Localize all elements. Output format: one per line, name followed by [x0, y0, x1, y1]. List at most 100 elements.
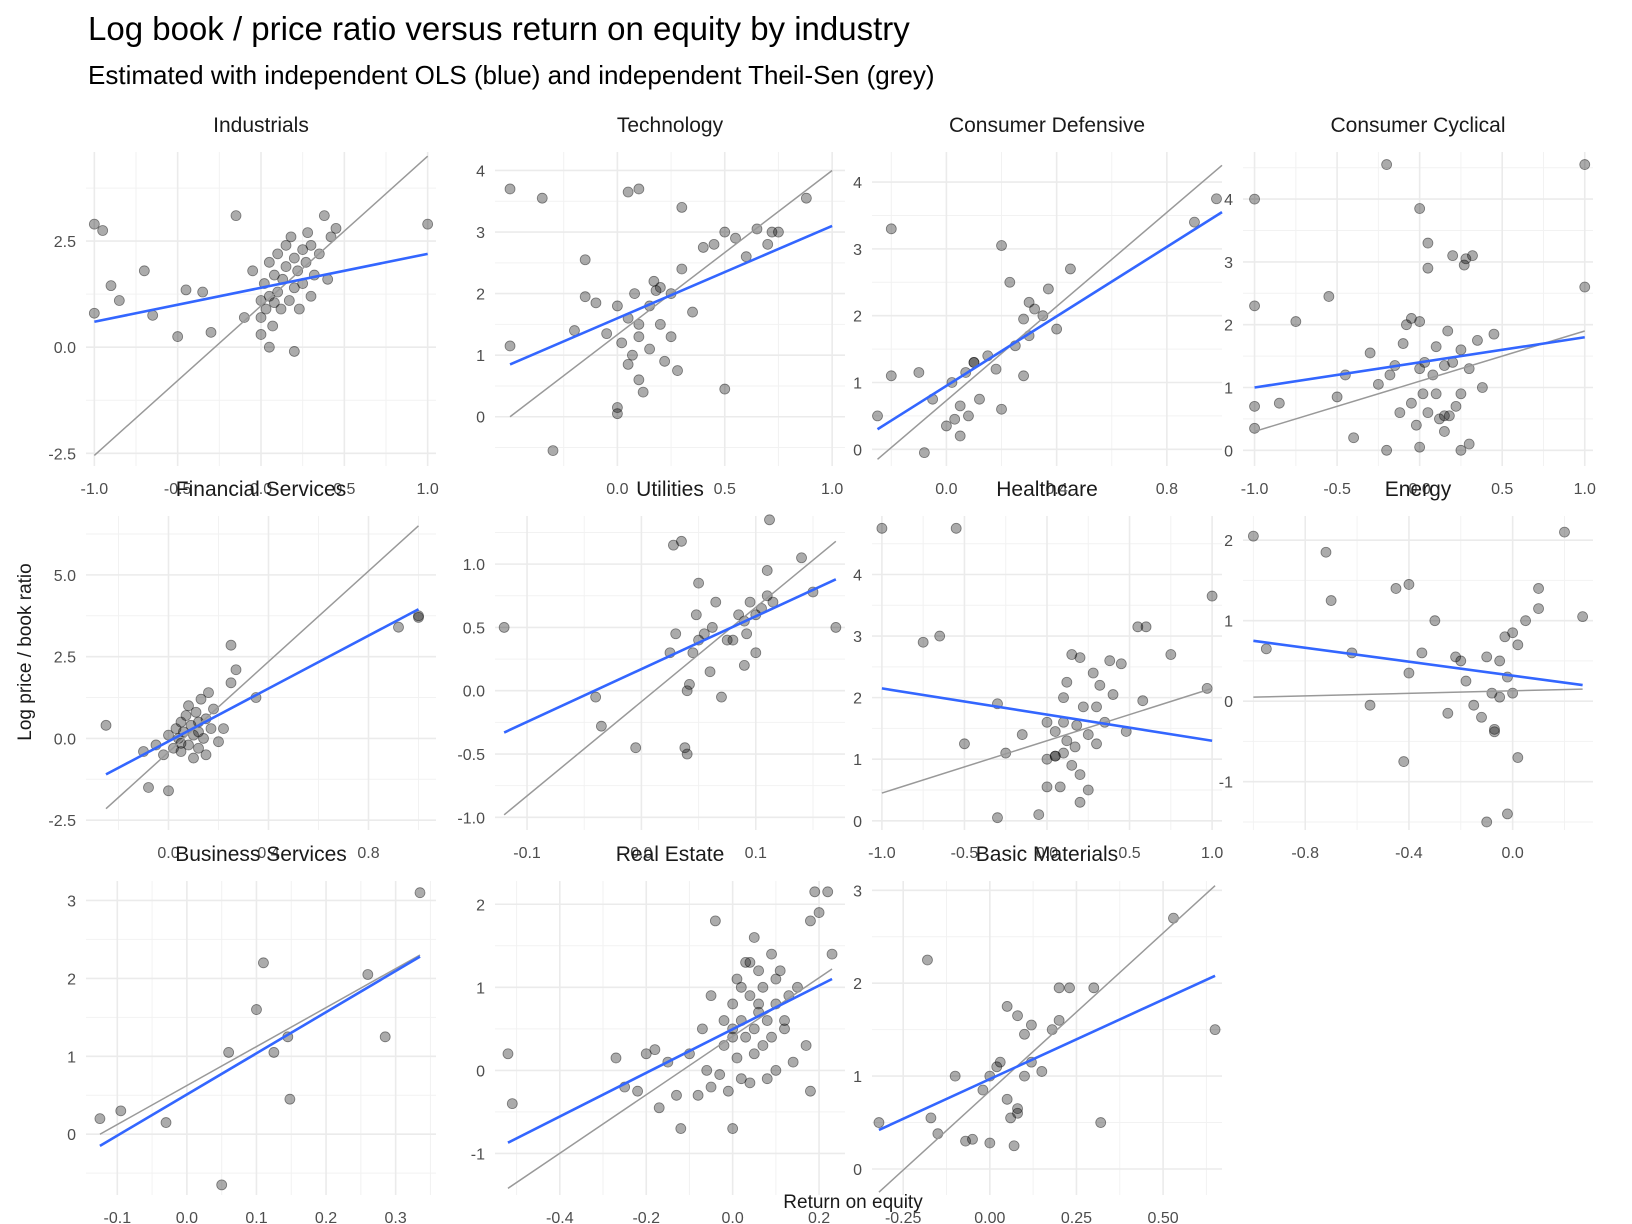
data-point: [727, 998, 739, 1010]
data-point: [1463, 438, 1475, 450]
data-point: [705, 1081, 717, 1093]
x-tick-label: 0.0: [606, 481, 628, 498]
x-tick-label: 0.0: [157, 845, 179, 862]
data-point: [640, 1048, 652, 1060]
x-tick-label: -0.1: [513, 845, 541, 862]
data-point: [393, 621, 404, 633]
data-point: [297, 244, 309, 255]
x-tick-label: 0.5: [714, 481, 736, 498]
data-point: [679, 742, 691, 754]
theil-sen-line: [878, 885, 1216, 1193]
theil-sen-line: [105, 525, 420, 810]
data-point: [681, 685, 693, 697]
y-tick-label: 0: [853, 442, 862, 459]
panel-title: Financial Services: [176, 478, 346, 501]
data-point: [630, 742, 642, 754]
data-point: [263, 256, 275, 268]
data-point: [595, 720, 607, 732]
data-point: [687, 306, 698, 318]
data-point: [225, 639, 237, 651]
data-point: [714, 1069, 726, 1080]
data-point: [1206, 590, 1218, 602]
x-tick-label: 0.0: [250, 481, 272, 498]
data-point: [1372, 378, 1384, 390]
data-point: [1455, 388, 1467, 400]
data-point: [830, 622, 842, 633]
data-point: [744, 1077, 756, 1089]
data-point: [1137, 695, 1149, 707]
data-point: [611, 300, 623, 312]
data-point: [1018, 313, 1029, 325]
data-point: [735, 1073, 747, 1085]
x-tick-label: 0.0: [176, 1210, 198, 1224]
data-point: [267, 320, 279, 332]
data-point: [1041, 716, 1053, 728]
data-point: [1091, 738, 1102, 750]
data-point: [1019, 1070, 1030, 1082]
data-point: [268, 269, 280, 281]
data-point: [654, 282, 666, 293]
y-tick-label: 1: [476, 348, 485, 365]
data-point: [1211, 193, 1222, 205]
data-point: [1405, 397, 1417, 409]
data-point: [300, 256, 312, 268]
data-point: [1018, 370, 1029, 382]
panel-utilities: -0.1 0.0 0.1 -1.0 -0.5 0.0 0.5 1.0 Utilities: [457, 478, 845, 862]
data-point: [766, 948, 777, 960]
data-point: [1065, 263, 1076, 275]
data-point: [762, 238, 774, 250]
data-point: [1381, 159, 1393, 170]
x-tick-label: -0.25: [885, 1210, 922, 1224]
data-point: [950, 522, 962, 534]
y-tick-label: -1: [471, 1146, 485, 1163]
data-point: [670, 628, 682, 640]
data-point: [1397, 338, 1409, 349]
data-point: [305, 290, 317, 302]
data-point: [1061, 676, 1073, 688]
y-tick-label: 1.0: [463, 557, 485, 574]
data-point: [1091, 701, 1102, 713]
data-point: [1140, 621, 1152, 633]
data-point: [285, 231, 297, 243]
panel-title: Business Services: [175, 843, 347, 866]
x-tick-label: 1.0: [1574, 481, 1596, 498]
data-point: [280, 261, 292, 272]
y-tick-label: 0.0: [54, 340, 76, 357]
data-point: [302, 227, 314, 239]
x-tick-label: -1.0: [81, 481, 109, 498]
data-point: [223, 1047, 235, 1058]
data-point: [1051, 323, 1063, 335]
data-point: [1325, 595, 1337, 606]
data-point: [113, 295, 125, 306]
y-tick-label: 0: [853, 814, 862, 831]
data-point: [653, 1102, 665, 1114]
y-tick-label: 2: [1224, 318, 1233, 335]
data-point: [766, 1031, 777, 1043]
data-point: [913, 367, 925, 378]
data-point: [1559, 526, 1570, 538]
data-point: [692, 1089, 704, 1101]
data-point: [766, 226, 778, 238]
data-point: [1494, 655, 1506, 667]
panel-consumer-cyclical: -1.0 -0.5 0.0 0.5 1.0 0 1 2 3 4 Consumer Cyclical: [1224, 114, 1596, 498]
y-tick-label: 2: [1224, 533, 1233, 550]
x-tick-label: 0.1: [245, 1210, 267, 1224]
data-point: [1512, 752, 1524, 763]
data-point: [1074, 652, 1086, 664]
data-point: [735, 981, 747, 993]
data-point: [796, 552, 807, 564]
data-point: [813, 907, 825, 918]
y-tick-label: 0: [1224, 694, 1233, 711]
data-point: [1058, 747, 1069, 759]
data-point: [1439, 426, 1450, 437]
data-point: [1053, 982, 1065, 994]
data-point: [627, 349, 638, 361]
data-point: [925, 1112, 937, 1124]
data-point: [330, 222, 342, 234]
panel-technology: 0.0 0.5 1.0 0 1 2 3 4 Technology: [476, 114, 845, 498]
data-point: [413, 610, 424, 622]
data-point: [1029, 303, 1040, 315]
data-point: [175, 716, 187, 728]
y-tick-label: 3: [853, 629, 862, 646]
